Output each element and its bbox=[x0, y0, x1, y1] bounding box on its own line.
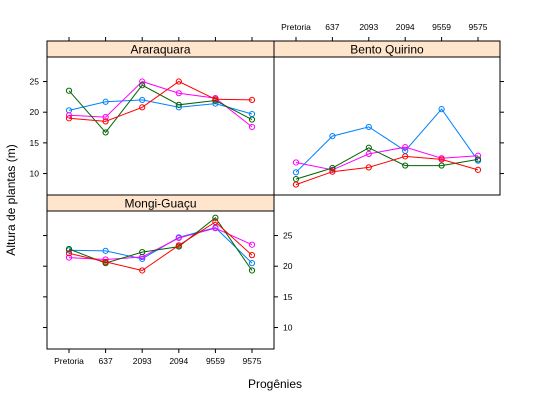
data-point bbox=[402, 162, 409, 169]
data-point bbox=[212, 218, 219, 226]
panel-strip-label: Mongi-Guaçu bbox=[124, 197, 196, 211]
data-point bbox=[102, 114, 109, 121]
y-tick-label: 15 bbox=[30, 138, 40, 148]
data-point bbox=[139, 104, 146, 111]
data-point bbox=[292, 159, 300, 166]
data-point bbox=[175, 242, 182, 249]
panel-frame bbox=[46, 194, 275, 350]
data-point bbox=[438, 156, 445, 163]
x-tick-label: 2094 bbox=[169, 356, 188, 366]
data-point bbox=[212, 225, 219, 232]
data-point bbox=[102, 129, 109, 136]
data-point bbox=[65, 245, 73, 253]
series-line bbox=[68, 80, 253, 128]
data-point bbox=[65, 87, 73, 94]
data-point bbox=[365, 150, 372, 158]
data-point bbox=[248, 123, 256, 131]
data-point bbox=[175, 234, 182, 242]
data-point bbox=[212, 214, 219, 221]
data-point bbox=[65, 112, 73, 119]
y-tick-label: 20 bbox=[30, 107, 40, 117]
series-line bbox=[68, 80, 253, 122]
x-tick-label: 9559 bbox=[432, 22, 451, 32]
data-point bbox=[212, 96, 219, 103]
x-tick-label: 9559 bbox=[206, 356, 225, 366]
y-tick-label: 25 bbox=[283, 231, 293, 241]
data-point bbox=[329, 164, 336, 172]
data-point bbox=[248, 96, 256, 104]
data-point bbox=[175, 78, 182, 85]
x-tick-label: 2093 bbox=[359, 22, 378, 32]
x-tick-label: 9575 bbox=[469, 22, 488, 32]
y-tick-label: 20 bbox=[283, 261, 293, 271]
data-point bbox=[248, 260, 256, 267]
data-point bbox=[438, 162, 445, 169]
series-line bbox=[68, 84, 253, 134]
panel-strip-label: Bento Quirino bbox=[350, 43, 424, 57]
series-line bbox=[295, 146, 479, 171]
data-point bbox=[102, 118, 109, 125]
series-line bbox=[68, 227, 253, 264]
data-point bbox=[329, 133, 336, 140]
data-point bbox=[474, 156, 482, 163]
data-point bbox=[139, 267, 146, 274]
data-point bbox=[248, 241, 256, 248]
data-point bbox=[474, 152, 482, 159]
data-point bbox=[175, 90, 182, 97]
data-point bbox=[292, 181, 300, 188]
data-point bbox=[248, 110, 256, 118]
data-point bbox=[402, 153, 409, 160]
x-tick-label: 9575 bbox=[243, 356, 262, 366]
series-line bbox=[295, 108, 479, 173]
data-point bbox=[248, 252, 256, 259]
data-point bbox=[65, 250, 73, 257]
data-point bbox=[139, 255, 146, 262]
x-axis-title: Progênies bbox=[248, 377, 302, 391]
x-tick-label: Pretoria bbox=[54, 356, 84, 366]
y-tick-label: 25 bbox=[30, 77, 40, 87]
data-point bbox=[139, 248, 146, 256]
x-tick-label: 637 bbox=[325, 22, 339, 32]
data-point bbox=[402, 144, 409, 151]
data-point bbox=[438, 106, 445, 113]
data-point bbox=[365, 123, 372, 131]
x-tick-label: 2094 bbox=[396, 22, 415, 32]
series-line bbox=[295, 147, 479, 180]
data-point bbox=[65, 254, 73, 261]
series-line bbox=[295, 155, 479, 186]
x-tick-label: 2093 bbox=[133, 356, 152, 366]
data-point bbox=[102, 247, 109, 254]
data-point bbox=[329, 168, 336, 175]
data-point bbox=[102, 98, 109, 105]
data-point bbox=[102, 258, 109, 266]
data-point bbox=[365, 164, 372, 171]
series-line bbox=[68, 227, 253, 261]
series-line bbox=[68, 221, 253, 272]
series-line bbox=[68, 216, 253, 271]
data-point bbox=[365, 144, 372, 151]
series-line bbox=[68, 99, 253, 115]
data-point bbox=[139, 78, 146, 85]
x-tick-label: Pretoria bbox=[281, 22, 311, 32]
y-tick-label: 10 bbox=[283, 323, 293, 333]
data-point bbox=[248, 267, 256, 274]
data-point bbox=[248, 116, 256, 123]
y-tick-label: 10 bbox=[30, 169, 40, 179]
data-point bbox=[139, 96, 146, 104]
data-point bbox=[65, 115, 73, 122]
panel-strip-label: Araraquara bbox=[130, 43, 190, 57]
data-point bbox=[329, 166, 336, 173]
data-point bbox=[292, 169, 300, 176]
y-tick-label: 15 bbox=[283, 292, 293, 302]
data-point bbox=[474, 166, 482, 173]
data-point bbox=[139, 82, 146, 89]
x-tick-label: 637 bbox=[99, 356, 113, 366]
y-axis-title: Altura de plantas (m) bbox=[4, 144, 18, 255]
panel-frame bbox=[273, 40, 501, 196]
data-point bbox=[175, 101, 182, 108]
